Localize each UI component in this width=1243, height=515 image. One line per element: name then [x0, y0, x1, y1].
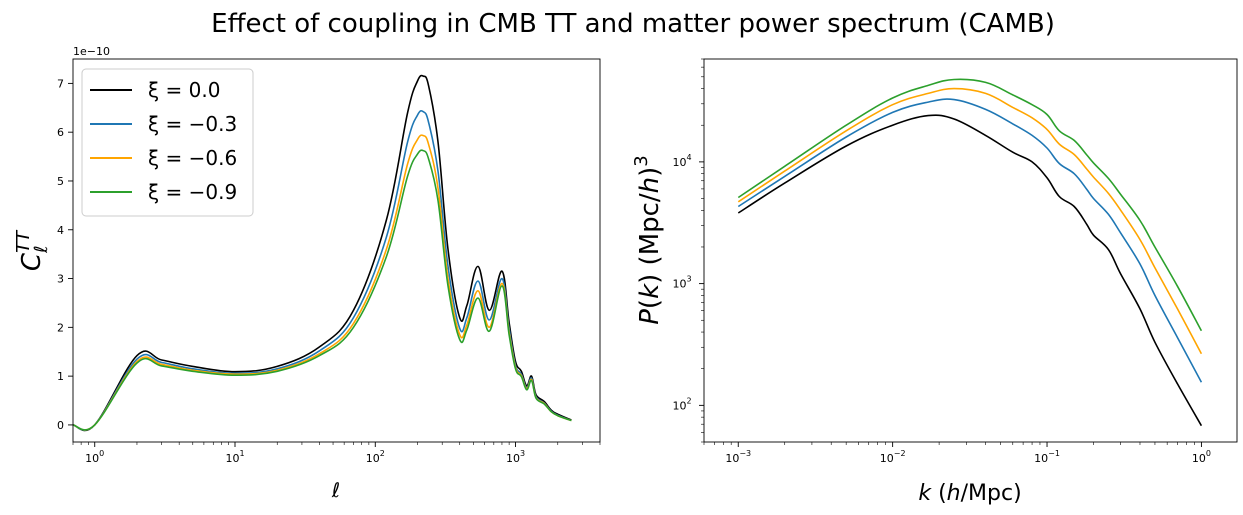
- matter-power-ylabel: P(k) (Mpc/h)3: [631, 155, 665, 325]
- matter-power-xlabel: k (h/Mpc): [918, 481, 1021, 506]
- cmb-tt-legend: ξ = 0.0 ξ = −0.3 ξ = −0.6 ξ = −0.9: [81, 68, 254, 217]
- cmb-tt-series-line-0: [72, 74, 572, 432]
- legend-frame: [81, 68, 254, 217]
- figure-title: Effect of coupling in CMB TT and matter …: [211, 9, 1055, 39]
- cmb-tt-plot-area: [72, 74, 572, 432]
- matter-power-plot-area: [737, 78, 1203, 427]
- matter-power-axes-frame: [703, 58, 1238, 443]
- matter-power-x-tick-label: 10−1: [1034, 449, 1060, 465]
- cmb-tt-series-line-1: [72, 109, 572, 431]
- matter-power-ticks: 10−3 10−2 10−1 100 102 103 104: [672, 58, 1211, 465]
- legend-label: ξ = −0.6: [148, 146, 237, 170]
- cmb-tt-series-line-3: [72, 149, 572, 431]
- matter-power-panel: 10−3 10−2 10−1 100 102 103 104 k (h/Mpc) P(k) …: [631, 58, 1238, 506]
- cmb-tt-y-tick-label: 7: [57, 77, 64, 90]
- cmb-tt-y-tick-label: 2: [57, 321, 64, 334]
- matter-power-y-tick-label: 104: [672, 153, 691, 169]
- cmb-tt-y-tick-label: 1: [57, 370, 64, 383]
- matter-power-series-line-0: [737, 114, 1203, 427]
- legend-label: ξ = −0.9: [148, 180, 237, 204]
- cmb-tt-y-tick-label: 6: [57, 126, 64, 139]
- matter-power-series-line-3: [737, 78, 1203, 332]
- cmb-tt-x-tick-label: 101: [225, 449, 244, 465]
- cmb-tt-panel: 100 101 102 103 0 1 2 3 4 5 6 7 1e−10 ℓ CTTℓ ξ = 0.…: [13, 45, 601, 502]
- matter-power-y-tick-label: 102: [672, 396, 691, 412]
- cmb-tt-axes-frame: [72, 58, 601, 443]
- cmb-tt-y-tick-label: 4: [57, 224, 64, 237]
- cmb-tt-y-tick-label: 3: [57, 273, 64, 286]
- cmb-tt-y-tick-label: 5: [57, 175, 64, 188]
- cmb-tt-series-line-2: [72, 134, 572, 431]
- cmb-tt-y-tick-label: 0: [57, 419, 64, 432]
- matter-power-series-line-1: [737, 98, 1203, 383]
- cmb-tt-x-tick-label: 102: [366, 449, 385, 465]
- cmb-tt-ylabel: CTTℓ: [13, 229, 52, 271]
- matter-power-x-tick-label: 10−3: [725, 449, 751, 465]
- cmb-tt-x-tick-label: 100: [85, 449, 104, 465]
- matter-power-x-tick-label: 100: [1192, 449, 1211, 465]
- legend-label: ξ = 0.0: [148, 78, 220, 102]
- legend-label: ξ = −0.3: [148, 112, 237, 136]
- cmb-tt-xlabel: ℓ: [331, 478, 340, 502]
- matter-power-series-line-2: [737, 87, 1203, 355]
- cmb-tt-offset-label: 1e−10: [73, 45, 110, 58]
- matter-power-y-tick-label: 103: [672, 275, 691, 291]
- cmb-tt-x-tick-label: 103: [506, 449, 525, 465]
- matter-power-x-tick-label: 10−2: [880, 449, 906, 465]
